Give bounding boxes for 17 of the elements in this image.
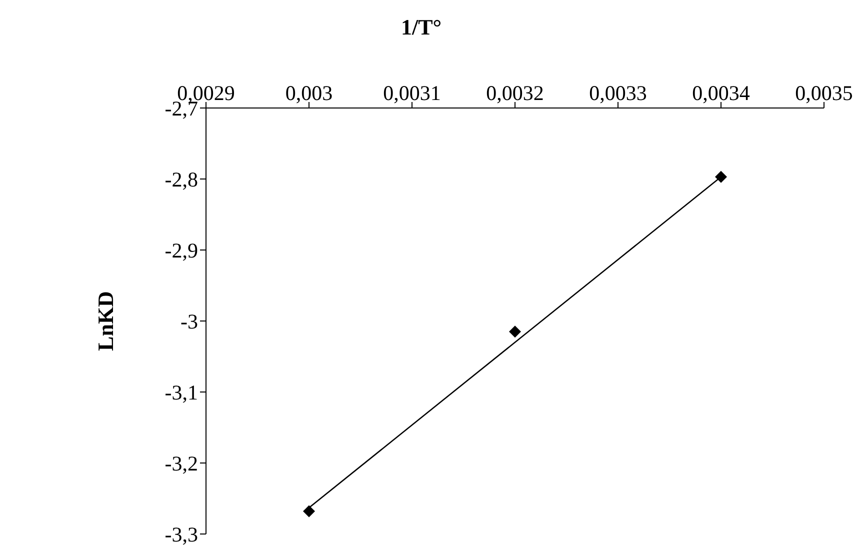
y-tick-label: -3 [180, 309, 198, 334]
x-tick-label: 0,0033 [589, 81, 647, 105]
y-tick-label: -2,9 [164, 238, 198, 262]
y-axis-title: LnKD [92, 291, 118, 351]
x-tick-label: 0,0035 [795, 81, 853, 105]
x-tick-label: 0,0034 [692, 81, 750, 105]
y-tick-label: -3,2 [164, 451, 198, 476]
x-axis-title: 1/T° [401, 14, 442, 40]
x-tick-label: 0,003 [285, 81, 333, 105]
x-tick-label: 0,0031 [383, 81, 441, 105]
point [715, 170, 727, 183]
y-tick-label: -3,3 [164, 522, 198, 546]
y-tick-label: -3,1 [164, 380, 198, 404]
y-tick-label: -2,8 [164, 167, 198, 192]
point [303, 505, 315, 518]
point [509, 326, 521, 338]
x-tick-label: 0,0032 [486, 81, 544, 105]
